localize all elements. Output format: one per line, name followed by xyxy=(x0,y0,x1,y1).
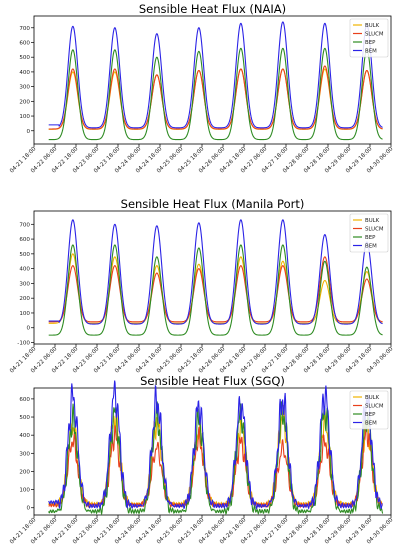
plot-frame xyxy=(33,15,392,145)
legend-label-slucm: SLUCM xyxy=(365,32,384,38)
y-tick-label: 200 xyxy=(19,469,30,475)
legend-label-bem: BEM xyxy=(365,244,377,250)
legend-label-bep: BEP xyxy=(365,235,376,241)
legend-box xyxy=(349,213,389,253)
y-tick-label: 700 xyxy=(19,222,30,228)
legend-label-bulk: BULK xyxy=(365,395,380,401)
y-tick-label: 100 xyxy=(19,114,30,120)
legend: BULK SLUCM BEP BEM xyxy=(349,213,389,253)
series-line-bem xyxy=(48,380,383,511)
y-tick-label: 300 xyxy=(19,281,30,287)
y-tick-label: 500 xyxy=(19,55,30,61)
y-tick-label: 300 xyxy=(19,85,30,91)
y-tick-label: 200 xyxy=(19,296,30,302)
plot-frame xyxy=(33,210,392,345)
series-line-bep xyxy=(48,47,383,141)
legend-label-bem: BEM xyxy=(365,421,377,427)
chart-title: Sensible Heat Flux (Manila Port) xyxy=(121,197,305,211)
series-line-bem xyxy=(48,21,383,129)
series-line-bem xyxy=(48,219,383,325)
y-tick-label: 500 xyxy=(19,415,30,421)
y-tick-label: 400 xyxy=(19,267,30,273)
series-line-slucm xyxy=(48,65,383,130)
legend-label-bulk: BULK xyxy=(365,23,380,29)
y-tick-label: 0 xyxy=(26,326,30,332)
y-tick-label: 400 xyxy=(19,433,30,439)
y-tick-label: -100 xyxy=(17,341,30,347)
legend-label-bem: BEM xyxy=(365,49,377,55)
legend-label-bulk: BULK xyxy=(365,218,380,224)
legend-label-bep: BEP xyxy=(365,40,376,46)
y-tick-label: 0 xyxy=(26,129,30,135)
plot-frame xyxy=(33,387,392,516)
chart-title: Sensible Heat Flux (SGQ) xyxy=(140,374,285,388)
legend: BULK SLUCM BEP BEM xyxy=(349,390,389,430)
legend-box xyxy=(349,18,389,58)
y-tick-label: 600 xyxy=(19,397,30,403)
series-line-bep xyxy=(48,401,384,516)
series-line-bep xyxy=(48,244,383,336)
chart-panel-sgq: Sensible Heat Flux (SGQ) 0 100 200 300 400 50… xyxy=(9,374,395,546)
y-tick-label: 100 xyxy=(19,311,30,317)
y-tick-label: 300 xyxy=(19,451,30,457)
legend-label-slucm: SLUCM xyxy=(365,227,384,233)
y-tick-label: 100 xyxy=(19,488,30,494)
chart-title: Sensible Heat Flux (NAIA) xyxy=(139,2,286,16)
y-tick-label: 0 xyxy=(26,506,30,512)
y-tick-label: 600 xyxy=(19,40,30,46)
legend-label-slucm: SLUCM xyxy=(365,404,384,410)
chart-panel-naia: Sensible Heat Flux (NAIA) 0 100 200 300 400 5… xyxy=(9,2,395,175)
y-tick-label: 600 xyxy=(19,237,30,243)
legend: BULK SLUCM BEP BEM xyxy=(349,18,389,58)
legend-box xyxy=(349,390,389,430)
chart-panel-manila-port: Sensible Heat Flux (Manila Port) -100 0 10… xyxy=(9,197,395,375)
y-tick-label: 500 xyxy=(19,252,30,258)
legend-label-bep: BEP xyxy=(365,412,376,418)
y-tick-label: 200 xyxy=(19,99,30,105)
y-tick-label: 400 xyxy=(19,70,30,76)
y-tick-label: 700 xyxy=(19,26,30,32)
